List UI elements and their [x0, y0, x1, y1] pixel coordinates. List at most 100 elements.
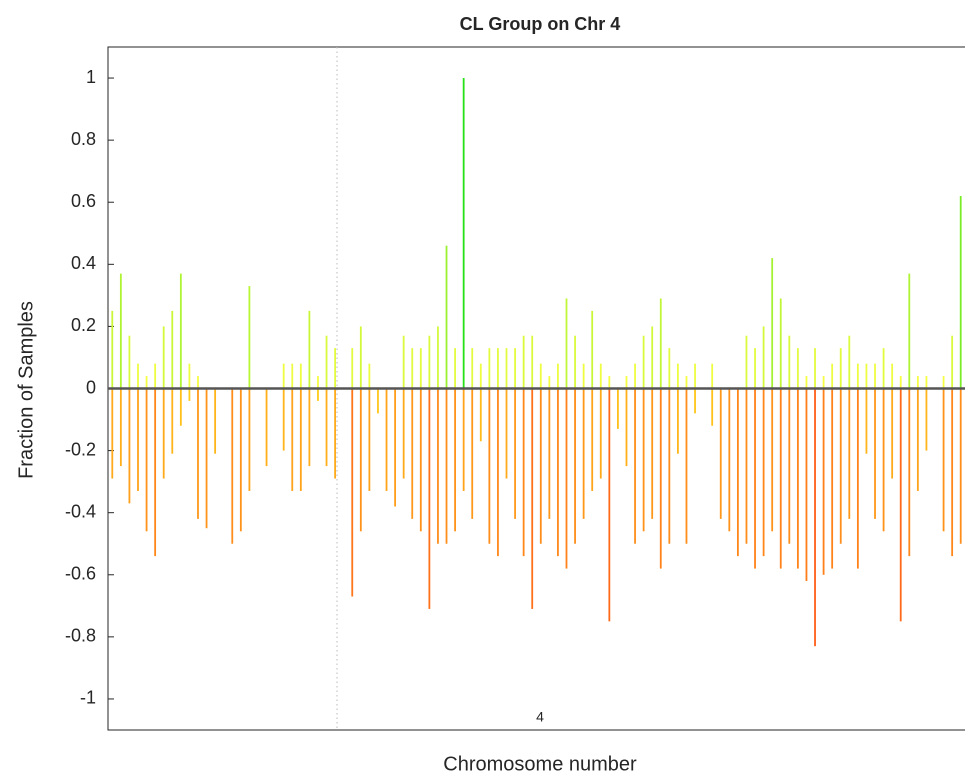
bar: [119, 273, 122, 389]
bar: [925, 376, 928, 389]
bar: [591, 310, 594, 389]
bar: [856, 388, 859, 569]
bar: [685, 388, 688, 544]
y-axis-label: Fraction of Samples: [15, 301, 37, 479]
bar: [334, 388, 337, 479]
bar: [891, 363, 894, 389]
bar: [805, 376, 808, 389]
bar: [574, 335, 576, 389]
bar: [719, 388, 722, 519]
bar: [291, 363, 294, 389]
bar: [839, 388, 842, 544]
bar: [874, 363, 876, 389]
bar: [334, 348, 337, 389]
bar: [145, 376, 148, 389]
bar: [119, 388, 122, 467]
bar: [874, 388, 876, 519]
bar: [762, 388, 765, 557]
bar: [488, 388, 491, 544]
bar: [711, 388, 714, 426]
bar: [111, 388, 114, 479]
bar: [137, 363, 139, 389]
bar: [865, 363, 868, 389]
bar: [839, 348, 842, 389]
bar: [188, 388, 191, 401]
bar: [591, 388, 594, 491]
bar: [822, 388, 825, 575]
bar: [445, 245, 448, 389]
bar: [437, 388, 439, 544]
bar: [111, 310, 114, 389]
bar: [162, 388, 165, 479]
bar: [128, 335, 131, 389]
bar: [574, 388, 576, 544]
bar: [171, 388, 174, 454]
bar: [248, 286, 251, 389]
bar: [865, 388, 868, 454]
bar: [171, 310, 174, 389]
bar: [557, 363, 559, 389]
bar: [299, 388, 302, 491]
bar: [282, 363, 285, 389]
bar: [479, 388, 482, 442]
bar: [951, 388, 954, 557]
bar: [916, 376, 919, 389]
bar: [488, 348, 491, 389]
bar: [188, 363, 191, 389]
bar: [291, 388, 294, 491]
bar: [265, 388, 268, 467]
bar: [788, 335, 791, 389]
bar: [359, 326, 362, 389]
bar: [617, 388, 619, 429]
bar: [642, 335, 645, 389]
y-tick-label: 1: [86, 67, 96, 87]
bar: [582, 388, 585, 519]
bar: [651, 326, 654, 389]
bar: [531, 335, 534, 389]
bar: [539, 363, 542, 389]
bar: [505, 348, 508, 389]
bar: [796, 388, 799, 569]
y-tick-label: 0.2: [71, 315, 96, 335]
bar: [599, 363, 602, 389]
bar: [394, 388, 396, 507]
bar: [608, 388, 611, 622]
bar: [925, 388, 928, 451]
bar: [197, 376, 199, 389]
bar: [959, 388, 962, 544]
y-tick-label: -0.2: [65, 439, 96, 459]
bar: [831, 388, 834, 569]
bar: [771, 258, 774, 389]
bar: [128, 388, 131, 504]
bar: [514, 348, 516, 389]
bar: [942, 388, 945, 532]
y-tick-label: -0.6: [65, 564, 96, 584]
bar: [522, 335, 525, 389]
bar: [462, 78, 465, 389]
bar: [694, 363, 696, 389]
bar: [239, 388, 242, 532]
bar: [959, 196, 962, 389]
bar: [899, 388, 902, 622]
bar: [771, 388, 774, 532]
bar: [325, 388, 328, 467]
bar: [539, 388, 542, 544]
bar: [445, 388, 448, 544]
bar: [454, 388, 456, 532]
bar: [462, 388, 465, 491]
bar: [625, 376, 628, 389]
bar: [325, 335, 328, 389]
bar: [402, 388, 405, 479]
y-tick-label: -1: [80, 688, 96, 708]
bar: [685, 376, 688, 389]
y-tick-label: 0: [86, 377, 96, 397]
bar: [891, 388, 894, 479]
bar: [565, 298, 568, 389]
bar: [282, 388, 285, 451]
y-tick-label: -0.4: [65, 501, 96, 521]
bar: [848, 335, 851, 389]
bar: [754, 388, 756, 569]
x-axis-label: Chromosome number: [443, 753, 637, 775]
bar: [762, 326, 765, 389]
bar: [831, 363, 834, 389]
